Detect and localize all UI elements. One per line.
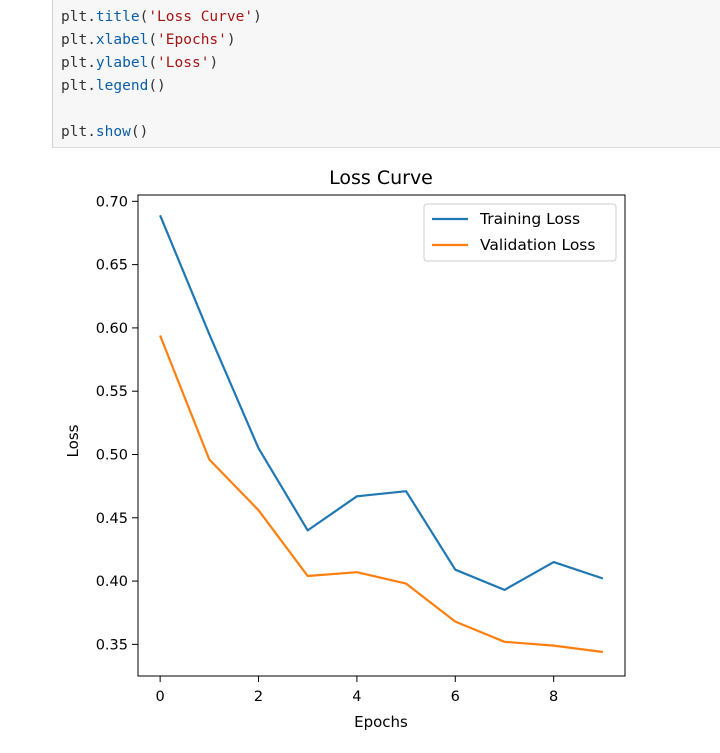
code-object: plt. (61, 32, 96, 48)
y-tick-label: 0.55 (96, 384, 128, 400)
code-string: 'Loss Curve' (148, 9, 253, 25)
code-paren-open: ( (148, 55, 157, 71)
plot-frame (138, 195, 625, 676)
x-axis-ticks: 0 2 4 6 8 (156, 676, 559, 705)
plot-lines (160, 215, 603, 652)
code-paren-open: ( (140, 9, 149, 25)
code-object: plt. (61, 124, 96, 140)
legend-label: Training Loss (479, 210, 580, 228)
y-tick-label: 0.60 (96, 321, 128, 337)
cell-output: Loss Curve 0 2 4 6 8 0.35 0.40 0.45 0.50 0.55 0.6… (0, 150, 720, 749)
code-paren-close: ) (227, 32, 236, 48)
x-tick-label: 0 (156, 689, 165, 705)
x-tick-label: 4 (352, 689, 361, 705)
series-line-training-loss (160, 215, 603, 590)
code-line (61, 98, 720, 121)
y-tick-label: 0.50 (96, 447, 128, 463)
chart-title: Loss Curve (329, 167, 433, 189)
chart-legend: Training Loss Validation Loss (424, 204, 616, 261)
code-line: plt.legend() (61, 75, 720, 98)
code-cell[interactable]: plt.title('Loss Curve')plt.xlabel('Epoch… (52, 0, 720, 148)
code-line: plt.show() (61, 121, 720, 144)
code-line: plt.xlabel('Epochs') (61, 29, 720, 52)
y-tick-label: 0.70 (96, 194, 128, 210)
code-string: 'Loss' (157, 55, 209, 71)
code-function: title (96, 9, 140, 25)
code-object: plt. (61, 9, 96, 25)
code-paren-open: ( (148, 32, 157, 48)
code-paren-close: ) (209, 55, 218, 71)
x-tick-label: 6 (451, 689, 460, 705)
code-function: legend (96, 78, 148, 94)
code-object: plt. (61, 55, 96, 71)
code-paren-close: ) (253, 9, 262, 25)
y-axis-label: Loss (64, 424, 82, 457)
code-paren-open: () (131, 124, 148, 140)
y-tick-label: 0.35 (96, 637, 128, 653)
code-object: plt. (61, 78, 96, 94)
code-line: plt.title('Loss Curve') (61, 6, 720, 29)
legend-label: Validation Loss (480, 236, 595, 254)
loss-curve-chart: Loss Curve 0 2 4 6 8 0.35 0.40 0.45 0.50 0.55 0.6… (0, 150, 720, 749)
code-function: show (96, 124, 131, 140)
y-axis-ticks: 0.35 0.40 0.45 0.50 0.55 0.60 0.65 0.70 (96, 194, 138, 653)
y-tick-label: 0.65 (96, 258, 128, 274)
code-function: ylabel (96, 55, 148, 71)
code-string: 'Epochs' (157, 32, 227, 48)
x-axis-label: Epochs (354, 713, 408, 731)
y-tick-label: 0.45 (96, 511, 128, 527)
x-tick-label: 8 (549, 689, 558, 705)
code-function: xlabel (96, 32, 148, 48)
code-paren-open: () (148, 78, 165, 94)
code-line: plt.ylabel('Loss') (61, 52, 720, 75)
y-tick-label: 0.40 (96, 574, 128, 590)
code-editor[interactable]: plt.title('Loss Curve')plt.xlabel('Epoch… (53, 0, 720, 144)
x-tick-label: 2 (254, 689, 263, 705)
